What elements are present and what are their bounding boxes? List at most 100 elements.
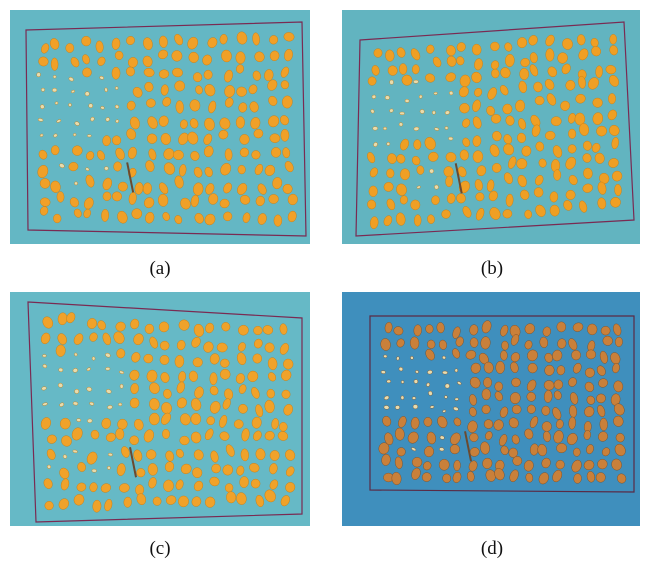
corn-kernel xyxy=(236,86,247,97)
corn-kernel xyxy=(208,193,219,205)
corn-kernel xyxy=(226,491,237,504)
corn-kernel xyxy=(611,458,622,471)
corn-kernel xyxy=(281,389,291,399)
corn-kernel xyxy=(114,50,124,60)
corn-kernel xyxy=(219,198,230,209)
corn-kernel xyxy=(529,416,539,428)
seed-fragment xyxy=(89,401,95,406)
corn-kernel xyxy=(599,350,608,364)
corn-kernel xyxy=(250,478,261,489)
corn-kernel xyxy=(280,129,290,142)
corn-kernel xyxy=(238,324,249,336)
seed-fragment xyxy=(87,418,93,423)
corn-kernel xyxy=(582,153,592,163)
corn-kernel xyxy=(269,35,279,45)
corn-kernel xyxy=(568,338,578,351)
seed-fragment xyxy=(41,87,45,92)
seed-fragment xyxy=(118,402,123,407)
corn-kernel xyxy=(556,321,567,333)
corn-kernel xyxy=(268,372,276,382)
corn-kernel xyxy=(72,145,83,156)
corn-kernel xyxy=(119,483,130,493)
corn-kernel xyxy=(446,193,456,204)
seed-fragment xyxy=(52,87,58,93)
corn-kernel xyxy=(398,63,408,75)
seed-fragment xyxy=(58,382,63,388)
corn-kernel xyxy=(187,131,199,145)
corn-kernel xyxy=(399,195,408,205)
seed-fragment xyxy=(100,106,105,110)
corn-kernel xyxy=(586,471,595,483)
corn-kernel xyxy=(254,51,265,63)
corn-kernel xyxy=(567,144,577,154)
corn-kernel xyxy=(37,165,49,178)
corn-kernel xyxy=(537,444,547,457)
corn-kernel xyxy=(38,56,49,67)
corn-kernel xyxy=(367,76,377,86)
seed-fragment xyxy=(88,103,93,108)
corn-kernel xyxy=(257,183,267,195)
seed-fragment xyxy=(442,355,446,360)
corn-kernel xyxy=(176,397,187,409)
seed-fragment xyxy=(412,404,419,410)
corn-kernel xyxy=(541,405,551,416)
corn-kernel xyxy=(149,382,160,394)
corn-kernel xyxy=(179,435,190,446)
seed-fragment xyxy=(40,104,45,109)
corn-kernel xyxy=(143,353,154,364)
corn-kernel xyxy=(398,416,407,428)
corn-kernel xyxy=(583,140,592,151)
seed-fragment xyxy=(404,99,410,103)
corn-kernel xyxy=(131,352,141,363)
corn-kernel xyxy=(512,456,523,466)
corn-kernel xyxy=(597,404,606,418)
corn-kernel xyxy=(83,208,91,219)
corn-kernel xyxy=(615,433,625,443)
corn-kernel xyxy=(474,88,483,97)
corn-kernel xyxy=(500,85,509,96)
corn-kernel xyxy=(225,444,235,457)
corn-kernel xyxy=(407,431,419,444)
corn-kernel xyxy=(239,147,249,158)
seed-fragment xyxy=(104,166,109,171)
corn-kernel xyxy=(164,461,175,472)
corn-kernel xyxy=(543,390,553,403)
corn-kernel xyxy=(471,43,482,56)
corn-kernel xyxy=(384,432,394,446)
corn-kernel xyxy=(162,212,170,221)
corn-kernel xyxy=(43,478,53,489)
seed-fragment xyxy=(400,395,405,400)
corn-kernel xyxy=(469,337,479,348)
corn-kernel xyxy=(544,364,555,376)
corn-kernel xyxy=(50,145,60,156)
corn-kernel xyxy=(268,194,279,204)
corn-kernel xyxy=(573,362,582,374)
seed-fragment xyxy=(58,367,64,372)
corn-kernel xyxy=(508,417,519,429)
corn-kernel xyxy=(95,40,104,53)
corn-kernel xyxy=(211,463,221,474)
corn-kernel xyxy=(595,65,603,78)
corn-kernel xyxy=(525,472,534,483)
corn-kernel xyxy=(264,69,274,82)
corn-kernel xyxy=(568,416,576,430)
corn-kernel xyxy=(568,175,578,185)
corn-kernel xyxy=(81,36,92,47)
corn-kernel xyxy=(193,449,204,461)
corn-kernel xyxy=(287,193,298,206)
corn-kernel xyxy=(469,394,477,406)
corn-kernel xyxy=(491,114,502,124)
corn-kernel xyxy=(147,133,158,144)
corn-kernel xyxy=(237,165,246,175)
corn-kernel xyxy=(425,73,436,83)
corn-kernel xyxy=(602,335,613,346)
seed-fragment xyxy=(104,87,108,92)
corn-kernel xyxy=(608,158,619,168)
seed-fragment xyxy=(91,356,96,361)
seed-fragment xyxy=(411,447,417,452)
corn-kernel xyxy=(613,323,622,336)
corn-kernel xyxy=(509,469,519,483)
corn-kernel xyxy=(504,54,515,67)
corn-kernel xyxy=(584,367,595,378)
corn-kernel xyxy=(583,460,595,471)
